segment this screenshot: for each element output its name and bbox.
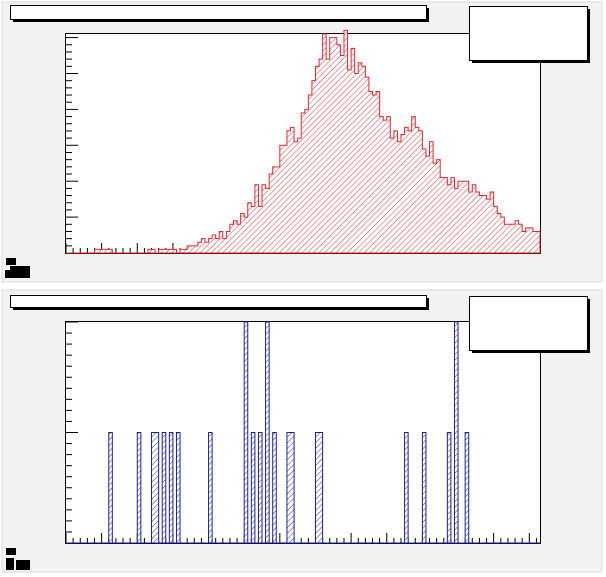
bottom-y-label-cluster (6, 548, 30, 570)
bottom-title-box (10, 295, 429, 310)
top-stats-box (469, 6, 590, 63)
bottom-plot-frame (65, 321, 541, 544)
bottom-histogram-area (66, 321, 540, 544)
bottom-stats-box (469, 296, 590, 353)
bottom-pad (1, 289, 603, 573)
top-title-box (10, 5, 429, 22)
top-pad (1, 1, 603, 283)
top-y-label-cluster (5, 258, 30, 278)
top-histogram-area (66, 29, 541, 254)
